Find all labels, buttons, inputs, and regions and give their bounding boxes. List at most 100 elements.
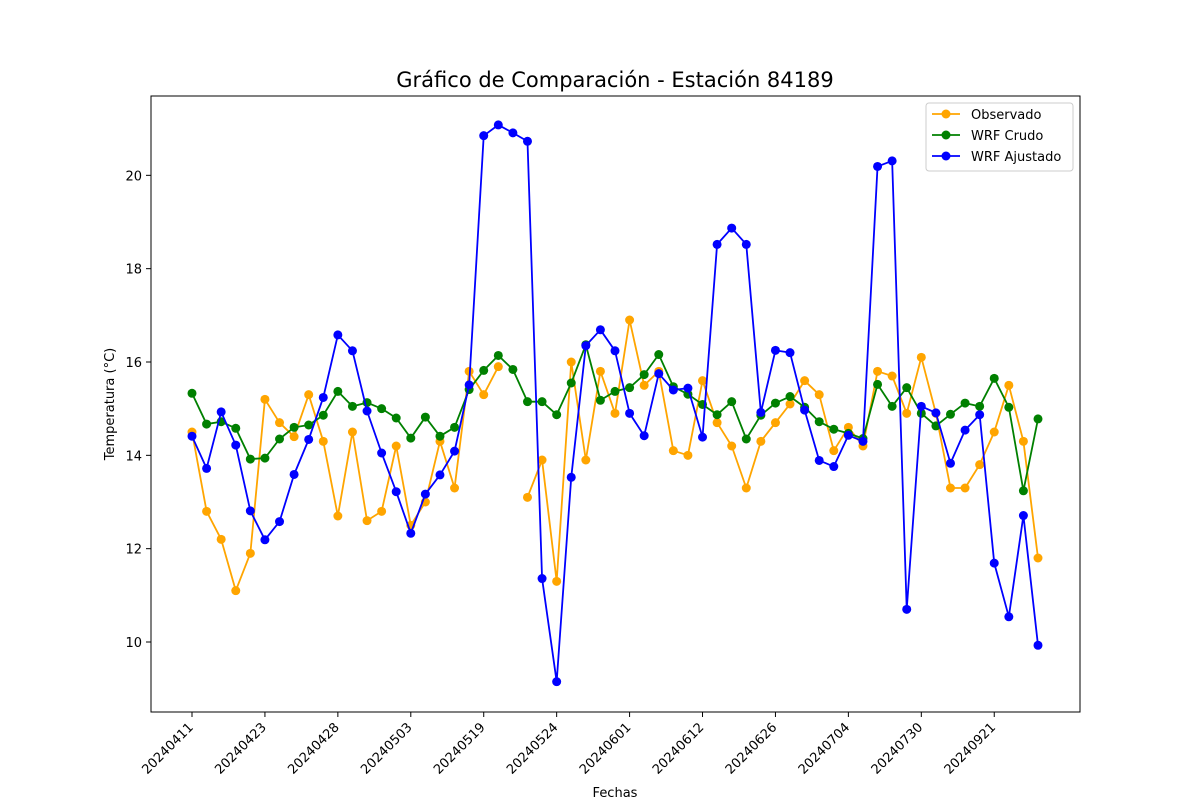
- data-point-wrf-crudo: [245, 454, 255, 464]
- data-point-wrf-ajustado: [493, 120, 503, 130]
- data-point-wrf-ajustado: [435, 470, 445, 480]
- data-point-wrf-ajustado: [231, 440, 241, 450]
- data-point-wrf-ajustado: [625, 408, 635, 418]
- data-point-wrf-ajustado: [347, 346, 357, 356]
- data-point-wrf-crudo: [522, 397, 532, 407]
- y-tick-label: 14: [125, 449, 142, 464]
- data-point-observado: [625, 315, 635, 325]
- data-point-observado: [1033, 553, 1043, 563]
- data-point-observado: [318, 436, 328, 446]
- data-point-wrf-crudo: [202, 419, 212, 429]
- data-point-wrf-ajustado: [275, 517, 285, 527]
- data-point-wrf-crudo: [406, 433, 416, 443]
- data-point-observado: [887, 371, 897, 381]
- data-point-observado: [260, 394, 270, 404]
- data-point-observado: [639, 380, 649, 390]
- data-point-observado: [873, 366, 883, 376]
- data-point-wrf-crudo: [975, 401, 985, 411]
- data-point-wrf-ajustado: [304, 434, 314, 444]
- series-layer: [187, 120, 1043, 687]
- legend-swatch-marker: [941, 151, 951, 161]
- data-point-observado: [960, 483, 970, 493]
- data-point-wrf-crudo: [785, 392, 795, 402]
- data-point-wrf-ajustado: [887, 156, 897, 166]
- y-axis: 10 12 14 16 18 20: [125, 169, 151, 651]
- legend-entry-observado: Observado: [932, 108, 1042, 123]
- plot-frame: [150, 95, 1081, 713]
- data-point-wrf-ajustado: [318, 392, 328, 402]
- data-point-wrf-crudo: [508, 364, 518, 374]
- legend-label: WRF Ajustado: [971, 150, 1061, 165]
- data-point-wrf-crudo: [333, 386, 343, 396]
- data-point-wrf-crudo: [873, 379, 883, 389]
- data-point-wrf-ajustado: [1004, 612, 1014, 622]
- data-point-wrf-crudo: [654, 350, 664, 360]
- data-point-observado: [391, 441, 401, 451]
- data-point-wrf-crudo: [479, 365, 489, 375]
- data-point-wrf-ajustado: [639, 431, 649, 441]
- data-point-wrf-crudo: [187, 388, 197, 398]
- data-point-wrf-ajustado: [552, 677, 562, 687]
- data-point-wrf-crudo: [552, 410, 562, 420]
- data-point-wrf-crudo: [814, 417, 824, 427]
- data-point-wrf-ajustado: [581, 341, 591, 351]
- chart-title: Gráfico de Comparación - Estación 84189: [396, 68, 833, 92]
- data-point-wrf-ajustado: [916, 401, 926, 411]
- data-point-wrf-crudo: [902, 383, 912, 393]
- y-tick-label: 20: [125, 169, 142, 184]
- data-point-observado: [741, 483, 751, 493]
- data-point-wrf-crudo: [595, 395, 605, 405]
- data-point-wrf-ajustado: [800, 405, 810, 415]
- data-point-wrf-ajustado: [566, 472, 576, 482]
- data-point-observado: [304, 390, 314, 400]
- data-point-wrf-ajustado: [858, 436, 868, 446]
- data-point-observado: [814, 390, 824, 400]
- data-point-observado: [522, 492, 532, 502]
- data-point-wrf-crudo: [945, 409, 955, 419]
- data-point-wrf-crudo: [1033, 414, 1043, 424]
- data-point-wrf-ajustado: [712, 239, 722, 249]
- data-point-wrf-ajustado: [187, 431, 197, 441]
- data-point-wrf-ajustado: [873, 161, 883, 171]
- data-point-wrf-ajustado: [377, 448, 387, 458]
- data-point-wrf-ajustado: [785, 348, 795, 358]
- data-point-wrf-crudo: [231, 423, 241, 433]
- data-point-wrf-ajustado: [741, 239, 751, 249]
- data-point-wrf-ajustado: [770, 345, 780, 355]
- data-point-wrf-crudo: [435, 431, 445, 441]
- data-point-wrf-ajustado: [814, 455, 824, 465]
- data-point-wrf-crudo: [741, 434, 751, 444]
- data-point-wrf-ajustado: [420, 489, 430, 499]
- data-point-observado: [1018, 436, 1028, 446]
- data-point-observado: [289, 432, 299, 442]
- data-point-wrf-crudo: [289, 422, 299, 432]
- data-point-observado: [610, 408, 620, 418]
- data-point-observado: [245, 548, 255, 558]
- data-point-wrf-ajustado: [406, 528, 416, 538]
- legend-swatch-marker: [941, 109, 951, 119]
- data-point-observado: [566, 357, 576, 367]
- data-point-wrf-crudo: [989, 373, 999, 383]
- data-point-observado: [216, 534, 226, 544]
- data-point-observado: [450, 483, 460, 493]
- data-point-observado: [756, 436, 766, 446]
- data-point-wrf-ajustado: [756, 407, 766, 417]
- y-tick-label: 18: [125, 263, 142, 278]
- data-point-wrf-ajustado: [479, 131, 489, 141]
- data-point-wrf-ajustado: [289, 469, 299, 479]
- data-point-wrf-ajustado: [829, 462, 839, 472]
- data-point-wrf-ajustado: [931, 408, 941, 418]
- data-point-wrf-crudo: [770, 398, 780, 408]
- data-point-wrf-ajustado: [975, 410, 985, 420]
- data-point-wrf-ajustado: [362, 406, 372, 416]
- legend-label: Observado: [971, 108, 1042, 123]
- data-point-wrf-ajustado: [508, 128, 518, 138]
- data-point-observado: [1004, 380, 1014, 390]
- data-point-wrf-ajustado: [537, 574, 547, 584]
- data-point-wrf-ajustado: [1018, 511, 1028, 521]
- data-point-observado: [945, 483, 955, 493]
- x-axis-label: Fechas: [593, 786, 638, 800]
- data-point-wrf-crudo: [610, 386, 620, 396]
- data-point-observado: [347, 427, 357, 437]
